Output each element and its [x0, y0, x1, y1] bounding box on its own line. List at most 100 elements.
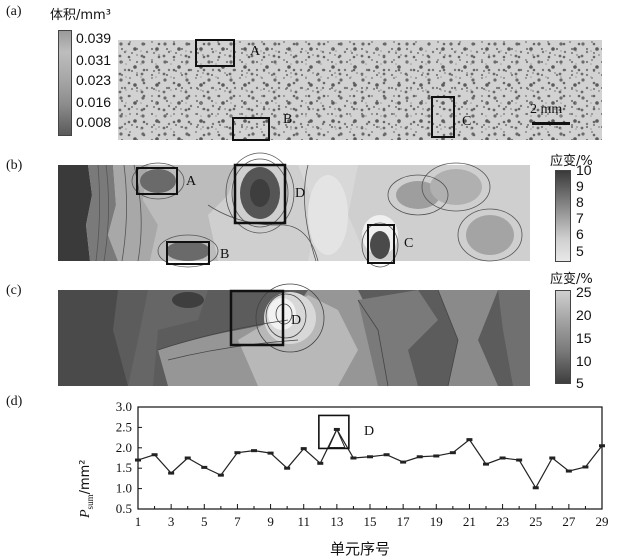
marker-a-B: B	[283, 112, 293, 127]
y-tick-label: 1.5	[116, 460, 132, 475]
data-point	[367, 455, 373, 459]
data-point	[565, 469, 572, 473]
panel-c-label: (c)	[6, 283, 22, 298]
data-point	[499, 456, 506, 460]
peak-triangle	[328, 428, 346, 448]
colorbar-a	[58, 30, 72, 136]
data-point	[168, 471, 175, 475]
y-axis-label-unit: /mm²	[78, 459, 93, 495]
colorbar-b-tick: 5	[576, 243, 584, 259]
data-point	[483, 462, 489, 466]
marker-b-B: B	[220, 247, 230, 262]
x-tick-label: 23	[496, 514, 509, 529]
strain-contour-c	[58, 283, 530, 387]
x-tick-label: 27	[562, 514, 576, 529]
colorbar-c-tick: 5	[576, 375, 584, 391]
region-box-b-C	[367, 224, 395, 264]
x-tick-label: 5	[201, 514, 208, 529]
data-point	[416, 455, 423, 459]
colorbar-a-title: 体积/mm³	[50, 8, 111, 23]
colorbar-a-tick: 0.039	[76, 30, 112, 46]
data-point	[516, 458, 523, 462]
scalebar-label: 2 mm	[530, 102, 563, 117]
colorbar-c-title: 应变/%	[550, 272, 593, 287]
x-tick-label: 13	[330, 514, 343, 529]
data-point	[400, 460, 407, 464]
colorbar-a-tick: 0.008	[76, 114, 112, 130]
data-point	[151, 453, 158, 457]
scalebar	[532, 122, 570, 125]
data-point	[350, 456, 357, 460]
colorbar-a-tick: 0.031	[76, 52, 112, 68]
y-tick-label: 1.0	[116, 481, 132, 496]
x-tick-label: 25	[529, 514, 542, 529]
colorbar-a-tick: 0.016	[76, 94, 112, 110]
data-point	[599, 444, 605, 448]
data-point	[184, 456, 191, 460]
data-point	[201, 465, 208, 469]
y-axis-label: Psum/mm²	[78, 428, 102, 519]
x-tick-label: 19	[430, 514, 443, 529]
colorbar-c	[555, 290, 571, 384]
y-tick-label: 2.0	[116, 440, 132, 455]
data-point	[284, 466, 291, 470]
data-point	[582, 465, 589, 469]
data-point	[383, 453, 390, 457]
x-tick-label: 7	[234, 514, 241, 529]
colorbar-b-tick: 10	[576, 162, 592, 178]
data-point	[466, 438, 473, 442]
panel-a-label: (a)	[6, 4, 22, 19]
data-point	[449, 451, 456, 455]
data-point	[532, 486, 539, 490]
colorbar-c-tick: 15	[576, 330, 592, 346]
x-tick-label: 9	[267, 514, 274, 529]
data-point	[317, 461, 324, 465]
marker-d-D: D	[364, 424, 375, 439]
data-point	[217, 473, 224, 477]
marker-c-D: D	[291, 313, 302, 328]
x-tick-label: 3	[168, 514, 175, 529]
colorbar-b	[555, 170, 571, 262]
y-tick-label: 3.0	[116, 399, 132, 414]
y-tick-label: 0.5	[116, 501, 132, 516]
data-point	[433, 454, 440, 458]
colorbar-b-tick: 7	[576, 210, 584, 226]
data-point	[234, 451, 241, 455]
x-tick-label: 11	[297, 514, 310, 529]
colorbar-b-title: 应变/%	[550, 154, 593, 169]
y-tick-label: 2.5	[116, 419, 132, 434]
panel-d-label: (d)	[6, 394, 23, 409]
data-point	[267, 451, 274, 455]
colorbar-b-tick: 6	[576, 226, 584, 242]
x-tick-label: 21	[463, 514, 476, 529]
colorbar-c-tick: 25	[576, 284, 592, 300]
region-box-b-D	[233, 163, 287, 225]
region-box-a-A	[195, 39, 235, 67]
region-box-a-B	[232, 117, 270, 141]
colorbar-c-tick: 10	[576, 353, 592, 369]
marker-a-A: A	[250, 44, 261, 59]
marker-a-C: C	[462, 114, 472, 129]
x-tick-label: 1	[135, 514, 142, 529]
colorbar-c-tick: 20	[576, 307, 592, 323]
region-box-b-A	[136, 167, 178, 195]
ct-volume-image	[118, 40, 602, 140]
colorbar-a-tick: 0.023	[76, 72, 112, 88]
data-point	[549, 456, 556, 460]
region-box-c-D	[229, 289, 285, 347]
colorbar-b-tick: 9	[576, 178, 584, 194]
region-box-b-B	[166, 241, 210, 265]
data-point	[135, 458, 141, 462]
x-tick-label: 15	[364, 514, 377, 529]
x-axis-label: 单元序号	[330, 540, 391, 558]
region-box-a-C	[431, 96, 455, 138]
data-point	[300, 447, 307, 451]
y-axis-label-main: P	[78, 509, 93, 518]
marker-b-A: A	[186, 174, 197, 189]
highlight-box-D	[318, 414, 350, 450]
y-axis-label-sub: sum	[84, 494, 95, 510]
marker-b-C: C	[404, 236, 414, 251]
panel-b-label: (b)	[6, 158, 23, 173]
colorbar-b-tick: 8	[576, 194, 584, 210]
